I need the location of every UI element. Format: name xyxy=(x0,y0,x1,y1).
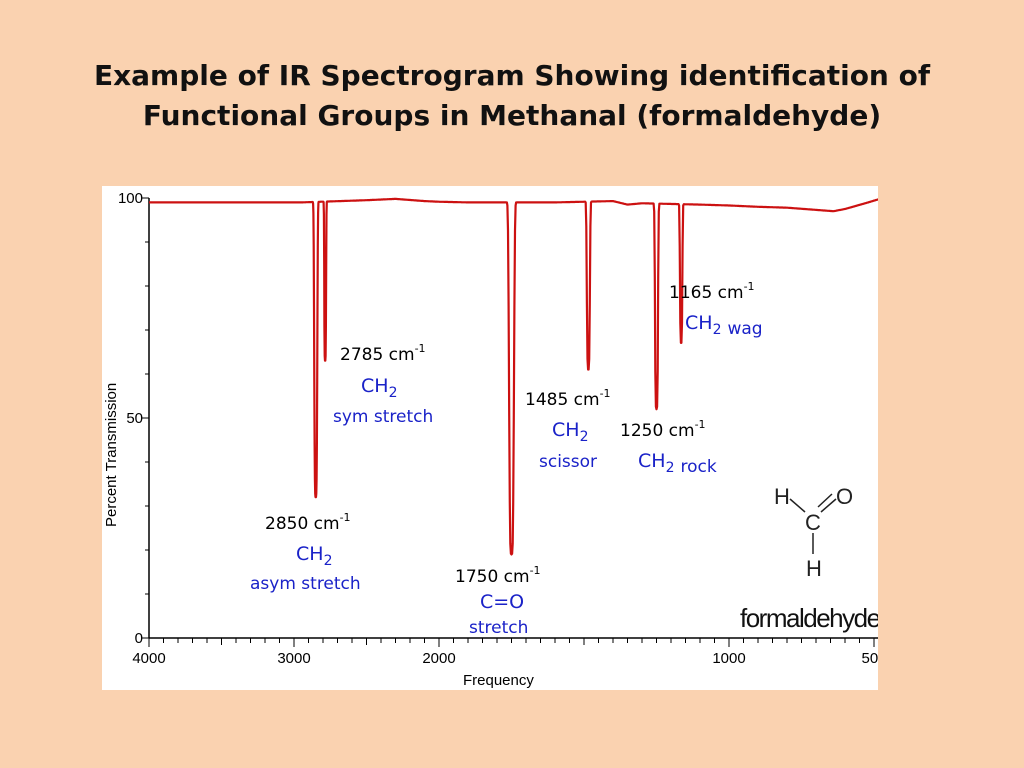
bond-h-c xyxy=(789,498,806,513)
atom-h-top: H xyxy=(774,484,790,509)
band-label-2850: 2850 cm-1 xyxy=(265,511,351,534)
band-group-1485: CH2 xyxy=(552,419,588,445)
bond-c-o-2 xyxy=(817,493,833,508)
bond-c-o-1 xyxy=(820,498,837,513)
band-label-1750: 1750 cm-1 xyxy=(455,564,541,587)
formaldehyde-structure: H O C H formaldehyde xyxy=(740,484,878,633)
band-mode-1485: scissor xyxy=(539,452,597,472)
ir-spectrum-chart: 4000 3000 2000 1000 500 0 50 100 Frequency Perc… xyxy=(102,186,878,690)
y-tick-label: 100 xyxy=(118,190,143,207)
y-axis-label: Percent Transmission xyxy=(103,383,120,527)
band-group-2850: CH2 xyxy=(296,543,332,569)
x-tick-label: 3000 xyxy=(277,650,310,667)
axis-tick-labels: 4000 3000 2000 1000 500 0 50 100 xyxy=(118,190,878,667)
x-tick-label: 500 xyxy=(861,650,878,667)
x-tick-label: 2000 xyxy=(422,650,455,667)
atom-c: C xyxy=(805,510,821,535)
spectrum-svg: 4000 3000 2000 1000 500 0 50 100 Frequency Perc… xyxy=(103,190,878,689)
x-axis-label: Frequency xyxy=(463,672,534,689)
band-mode-2785: sym stretch xyxy=(333,407,433,427)
band-group-1250: CH2 rock xyxy=(638,450,717,477)
band-label-2785: 2785 cm-1 xyxy=(340,342,426,365)
band-group-2785: CH2 xyxy=(361,375,397,401)
y-tick-label: 0 xyxy=(135,630,143,647)
band-label-1485: 1485 cm-1 xyxy=(525,387,611,410)
molecule-name: formaldehyde xyxy=(740,603,878,633)
slide-title: Example of IR Spectrogram Showing identi… xyxy=(40,56,984,136)
band-label-1165: 1165 cm-1 xyxy=(669,280,755,303)
slide-title-line2: Functional Groups in Methanal (formaldeh… xyxy=(142,99,882,132)
band-group-1750: C=O xyxy=(480,591,524,613)
x-tick-label: 1000 xyxy=(712,650,745,667)
transmission-trace xyxy=(148,197,878,556)
band-mode-2850: asym stretch xyxy=(250,574,361,594)
atom-h-bottom: H xyxy=(806,556,822,581)
slide-title-line1: Example of IR Spectrogram Showing identi… xyxy=(93,59,931,92)
band-group-1165: CH2 wag xyxy=(685,312,763,339)
band-annotations: 2785 cm-1 CH2 sym stretch 2850 cm-1 CH2 … xyxy=(250,280,763,638)
band-mode-1750: stretch xyxy=(469,618,528,638)
axis-ticks xyxy=(142,197,875,647)
atom-o: O xyxy=(836,484,853,509)
y-tick-label: 50 xyxy=(126,410,143,427)
band-label-1250: 1250 cm-1 xyxy=(620,418,706,441)
x-tick-label: 4000 xyxy=(132,650,165,667)
